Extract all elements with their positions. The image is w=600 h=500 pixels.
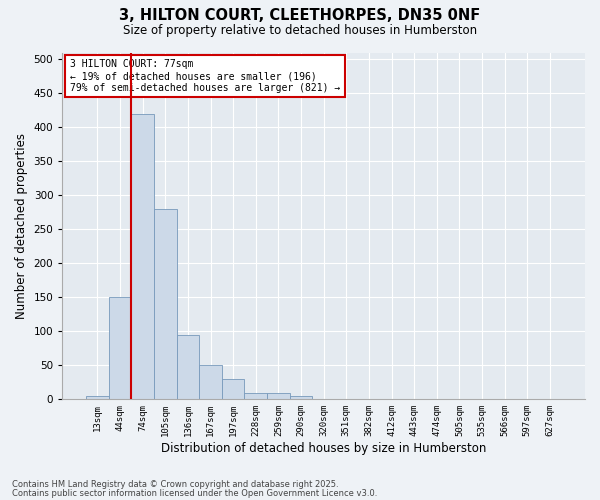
- Text: Contains HM Land Registry data © Crown copyright and database right 2025.: Contains HM Land Registry data © Crown c…: [12, 480, 338, 489]
- Y-axis label: Number of detached properties: Number of detached properties: [15, 133, 28, 319]
- Bar: [222, 379, 244, 400]
- Bar: [86, 396, 109, 400]
- Bar: [267, 392, 290, 400]
- Bar: [131, 114, 154, 400]
- X-axis label: Distribution of detached houses by size in Humberston: Distribution of detached houses by size …: [161, 442, 487, 455]
- Text: Size of property relative to detached houses in Humberston: Size of property relative to detached ho…: [123, 24, 477, 37]
- Bar: [244, 392, 267, 400]
- Text: Contains public sector information licensed under the Open Government Licence v3: Contains public sector information licen…: [12, 489, 377, 498]
- Bar: [290, 396, 313, 400]
- Bar: [154, 209, 176, 400]
- Text: 3 HILTON COURT: 77sqm
← 19% of detached houses are smaller (196)
79% of semi-det: 3 HILTON COURT: 77sqm ← 19% of detached …: [70, 60, 340, 92]
- Bar: [176, 334, 199, 400]
- Text: 3, HILTON COURT, CLEETHORPES, DN35 0NF: 3, HILTON COURT, CLEETHORPES, DN35 0NF: [119, 8, 481, 22]
- Bar: [199, 366, 222, 400]
- Bar: [109, 298, 131, 400]
